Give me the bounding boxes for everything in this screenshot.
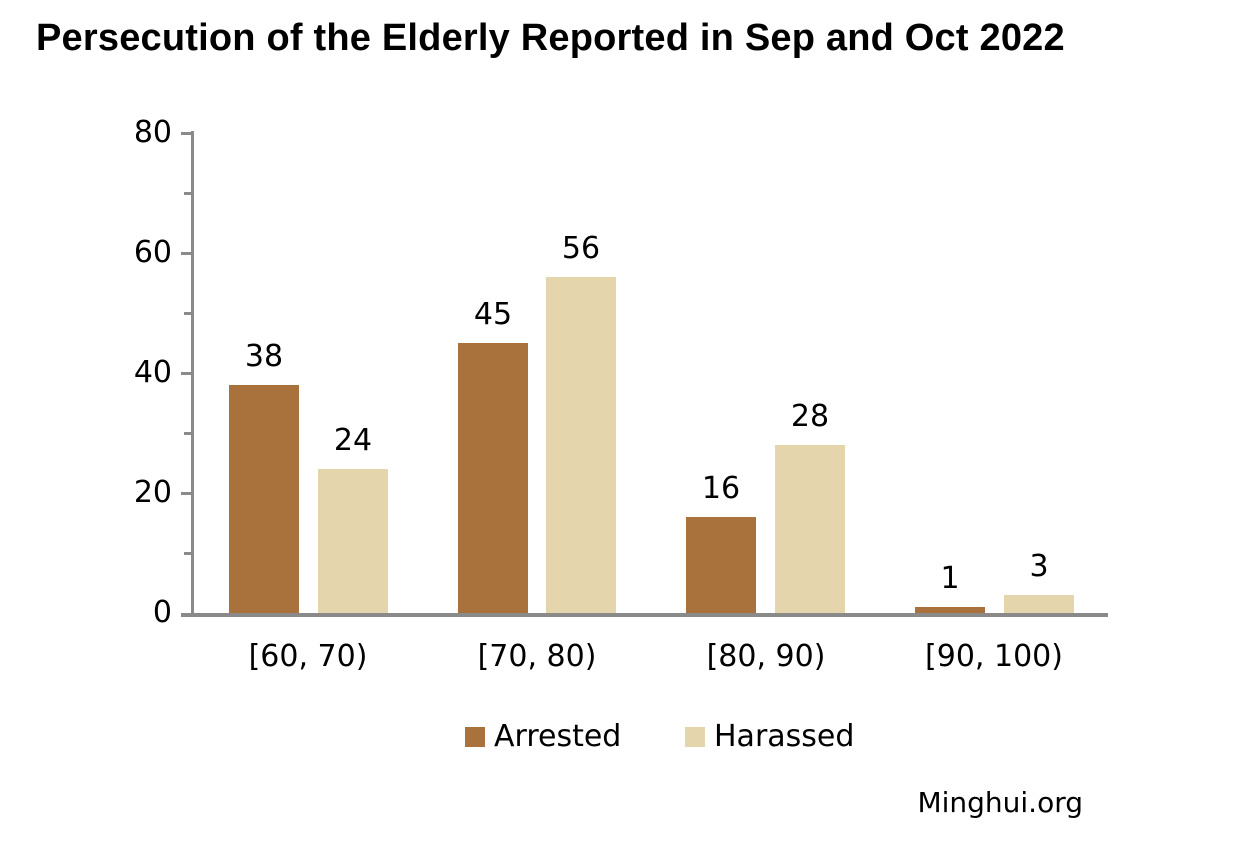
bar-value-label: 1	[940, 561, 960, 596]
bar-arrested	[229, 385, 299, 613]
bar-value-label: 38	[244, 339, 284, 374]
bar-value-label: 56	[561, 231, 601, 266]
y-axis-tick-label: 40	[133, 355, 172, 390]
bar-harassed	[318, 469, 388, 613]
y-axis-tick-major	[181, 492, 191, 495]
chart-title: Persecution of the Elderly Reported in S…	[36, 17, 1065, 59]
bar-arrested	[458, 343, 528, 613]
y-axis-line	[191, 131, 194, 617]
legend-item-harassed: Harassed	[685, 718, 854, 756]
legend-item-arrested: Arrested	[465, 718, 621, 756]
y-axis-tick-minor	[184, 552, 191, 555]
bar-value-label: 16	[701, 471, 741, 506]
bar-value-label: 24	[333, 423, 373, 458]
legend-swatch-arrested-icon	[465, 727, 485, 747]
y-axis-tick-label: 20	[133, 475, 172, 510]
y-axis-tick-minor	[184, 192, 191, 195]
y-axis-tick-minor	[184, 432, 191, 435]
bar-harassed	[546, 277, 616, 613]
x-axis-category-label: [60, 70)	[248, 639, 368, 674]
y-axis-tick-label: 0	[152, 595, 172, 630]
bar-harassed	[775, 445, 845, 613]
bar-value-label: 3	[1029, 549, 1049, 584]
x-axis-line	[181, 613, 1108, 617]
y-axis-tick-major	[181, 372, 191, 375]
legend-swatch-harassed-icon	[685, 727, 705, 747]
source-text: Minghui.org	[917, 786, 1083, 819]
bar-value-label: 28	[790, 399, 830, 434]
legend-label-harassed: Harassed	[714, 719, 855, 754]
x-axis-category-label: [90, 100)	[925, 639, 1063, 674]
bar-arrested	[915, 607, 985, 613]
y-axis-tick-label: 80	[133, 115, 172, 150]
bar-value-label: 45	[473, 297, 513, 332]
y-axis-tick-major	[181, 132, 191, 135]
x-axis-category-label: [70, 80)	[477, 639, 597, 674]
y-axis-tick-minor	[184, 312, 191, 315]
y-axis-tick-label: 60	[133, 235, 172, 270]
bar-harassed	[1004, 595, 1074, 613]
y-axis-tick-major	[181, 252, 191, 255]
x-axis-category-label: [80, 90)	[706, 639, 826, 674]
legend-label-arrested: Arrested	[494, 719, 622, 754]
bar-arrested	[686, 517, 756, 613]
